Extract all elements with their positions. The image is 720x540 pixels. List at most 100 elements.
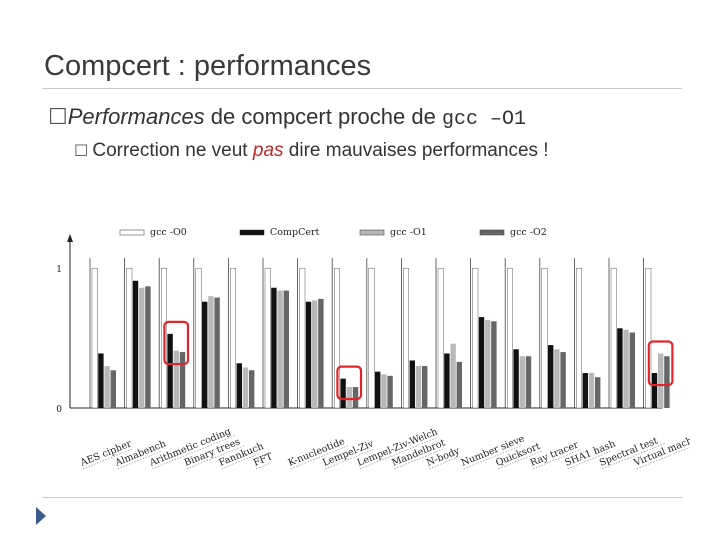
bar-mandelbrot-compcert: [409, 360, 415, 408]
bar-almabench-gcc-o0: [126, 267, 133, 409]
y-axis-arrow: [67, 234, 73, 242]
bar-fft-gcc-o1: [277, 290, 283, 408]
bar-lempel-ziv-gcc-o0: [334, 267, 340, 409]
bar-virtual-machine-gcc-o2: [664, 356, 670, 408]
bar-quicksort-compcert: [513, 349, 519, 408]
bar-lempel-ziv-welch-gcc-o0: [368, 267, 375, 409]
slide-title: Compcert : performances: [44, 50, 372, 82]
title-divider: [42, 88, 682, 89]
bar-ray-tracer-gcc-o0: [541, 267, 548, 409]
legend-swatch-gcc-o0: [119, 229, 145, 236]
x-tick-leader-aes-cipher: [83, 449, 132, 470]
bar-arithmetic-coding-gcc-o2: [179, 352, 186, 408]
bar-arithmetic-coding-gcc-o1: [173, 350, 179, 408]
x-tick-leader-virtual-machine: [636, 439, 690, 470]
legend-label-gcc-o2: gcc -O2: [510, 227, 547, 238]
bar-spectral-test-gcc-o0: [610, 267, 617, 409]
bar-fannkuch-gcc-o1: [242, 367, 249, 408]
bar-k-nucleotide-compcert: [305, 301, 312, 408]
bar-binary-trees-gcc-o0: [195, 267, 202, 409]
footer-divider: [42, 497, 682, 498]
y-tick-label-0: 0: [56, 405, 62, 415]
x-tick-leader-quicksort: [498, 451, 542, 470]
x-tick-leader-lempel-ziv: [325, 449, 374, 470]
bar-aes-cipher-compcert: [98, 353, 104, 408]
bar-arithmetic-coding-compcert: [167, 333, 173, 408]
y-tick-label-1: 1: [56, 265, 62, 275]
bar-lempel-ziv-gcc-o1: [346, 387, 352, 408]
bar-fft-gcc-o0: [264, 267, 271, 409]
bar-k-nucleotide-gcc-o1: [312, 300, 318, 408]
bar-n-body-gcc-o0: [437, 267, 444, 409]
bar-number-sieve-gcc-o0: [472, 267, 479, 409]
bar-fft-compcert: [271, 287, 277, 408]
bar-binary-trees-gcc-o2: [214, 297, 220, 408]
bullet-2-italic: pas: [252, 140, 284, 161]
x-tick-leader-spectral-test: [602, 443, 665, 470]
bar-quicksort-gcc-o1: [519, 356, 525, 408]
legend-swatch-compcert: [239, 229, 265, 236]
bar-aes-cipher-gcc-o1: [104, 366, 110, 408]
bar-virtual-machine-gcc-o1: [658, 353, 664, 408]
highlight-box-lempel-ziv: [336, 365, 363, 401]
bullet-2-text-before: Correction ne veut: [92, 140, 253, 161]
legend-label-gcc-o0: gcc -O0: [150, 227, 187, 238]
bar-k-nucleotide-gcc-o2: [318, 298, 324, 408]
bullet-1-code: gcc –O1: [441, 108, 526, 131]
bar-mandelbrot-gcc-o2: [422, 366, 428, 408]
bullet-2: ☐ Correction ne veut pas dire mauvaises p…: [74, 140, 549, 162]
bar-lempel-ziv-compcert: [340, 378, 346, 408]
bar-almabench-gcc-o1: [139, 287, 145, 408]
legend-label-gcc-o1: gcc -O1: [390, 227, 427, 238]
bar-mandelbrot-gcc-o0: [403, 267, 409, 409]
bar-fannkuch-gcc-o2: [249, 370, 255, 408]
bar-aes-cipher-gcc-o0: [91, 267, 98, 409]
bar-sha1-hash-gcc-o0: [576, 267, 583, 409]
bar-fft-gcc-o2: [283, 290, 289, 408]
bar-spectral-test-gcc-o2: [629, 332, 635, 408]
bar-binary-trees-compcert: [202, 301, 208, 408]
bar-lempel-ziv-gcc-o2: [352, 387, 359, 408]
x-tick-leader-n-body: [429, 456, 459, 470]
x-tick-leader-ray-tracer: [532, 449, 582, 470]
bar-sha1-hash-gcc-o2: [595, 377, 601, 408]
bar-fannkuch-gcc-o0: [230, 267, 236, 409]
bar-almabench-gcc-o2: [145, 286, 151, 408]
bar-sha1-hash-gcc-o1: [588, 373, 595, 408]
checkbox-bullet-icon: ☐: [74, 141, 89, 160]
bar-ray-tracer-gcc-o2: [560, 352, 566, 408]
x-tick-leader-binary-trees: [186, 445, 245, 470]
bar-ray-tracer-gcc-o1: [554, 349, 560, 408]
highlight-box-virtual-machine: [647, 340, 674, 387]
bullet-1-text: de compcert proche de: [204, 104, 442, 129]
bar-ray-tracer-compcert: [548, 345, 554, 408]
bar-n-body-compcert: [444, 353, 450, 408]
x-tick-leader-mandelbrot: [394, 449, 443, 470]
bullet-2-text-after: dire mauvaises performances !: [283, 140, 549, 161]
bar-binary-trees-gcc-o1: [208, 296, 214, 408]
bar-mandelbrot-gcc-o1: [415, 366, 422, 408]
highlight-box-arithmetic-coding: [163, 320, 190, 366]
bar-virtual-machine-compcert: [651, 373, 658, 408]
bar-number-sieve-compcert: [478, 317, 485, 408]
bar-lempel-ziv-welch-compcert: [375, 371, 381, 408]
bar-number-sieve-gcc-o1: [485, 319, 491, 408]
bar-number-sieve-gcc-o2: [491, 321, 497, 408]
bar-almabench-compcert: [132, 280, 139, 408]
x-tick-leader-fannkuch: [221, 452, 261, 470]
bar-k-nucleotide-gcc-o0: [299, 267, 306, 409]
bar-lempel-ziv-welch-gcc-o1: [381, 374, 387, 408]
bar-virtual-machine-gcc-o0: [645, 267, 652, 409]
x-tick-leader-lempel-ziv-welch: [359, 437, 438, 470]
bar-spectral-test-compcert: [617, 328, 623, 408]
bullet-1: ☐Performances de compcert proche de gcc …: [48, 104, 526, 131]
legend-swatch-gcc-o1: [359, 229, 385, 236]
legend-swatch-gcc-o2: [479, 229, 505, 236]
triangle-right-icon[interactable]: [36, 507, 46, 525]
legend-label-compcert: CompCert: [270, 227, 320, 238]
x-tick-leader-k-nucleotide: [290, 445, 349, 470]
checkbox-bullet-icon: ☐: [48, 105, 68, 130]
bullet-1-italic: Performances: [67, 104, 205, 129]
x-tick-leader-fft: [256, 462, 271, 470]
